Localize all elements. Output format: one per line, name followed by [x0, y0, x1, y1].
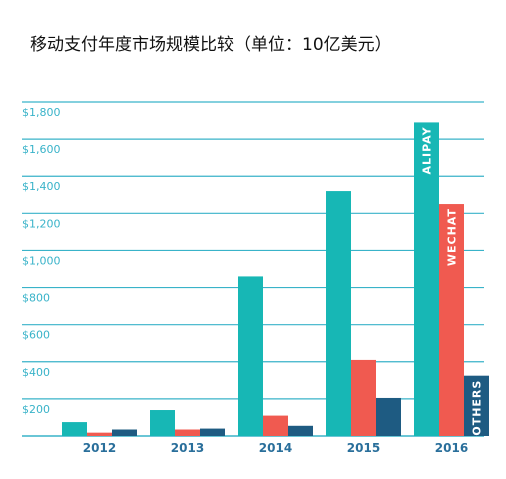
bar-others-2014 [288, 425, 313, 436]
y-tick-label: $1,400 [22, 180, 61, 193]
y-tick-label: $1,000 [22, 254, 61, 267]
series-labels: ALIPAY WECHAT OTHERS [421, 126, 484, 435]
x-tick-label: 2016 [435, 441, 468, 455]
x-axis-ticks: 2012 2013 2014 2015 2016 [83, 441, 468, 455]
bars [62, 122, 489, 437]
series-label-others: OTHERS [471, 380, 484, 436]
bar-alipay-2012 [62, 422, 87, 436]
bar-others-2016 [464, 375, 489, 436]
bar-others-2015 [376, 397, 401, 436]
bar-alipay-2015 [326, 191, 351, 436]
y-tick-label: $1,200 [22, 217, 61, 230]
y-tick-label: $400 [22, 366, 50, 379]
bar-alipay-2013 [150, 410, 175, 436]
chart-title: 移动支付年度市场规模比较（单位：10亿美元） [30, 35, 392, 55]
bar-others-2012 [112, 429, 137, 436]
bar-wechat-2013 [175, 429, 200, 436]
series-label-wechat: WECHAT [446, 208, 459, 266]
x-tick-label: 2015 [347, 441, 380, 455]
bar-alipay-2014 [238, 276, 263, 436]
y-axis-ticks: $200 $400 $600 $800 $1,000 $1,200 $1,400 $1,600… [22, 106, 61, 416]
bar-alipay-2016 [414, 122, 439, 437]
bar-wechat-2014 [263, 415, 288, 436]
x-tick-label: 2014 [259, 441, 292, 455]
y-tick-label: $1,600 [22, 143, 61, 156]
y-tick-label: $600 [22, 329, 50, 342]
x-tick-label: 2013 [171, 441, 204, 455]
series-label-alipay: ALIPAY [421, 126, 434, 174]
bar-others-2013 [200, 428, 225, 436]
x-tick-label: 2012 [83, 441, 116, 455]
y-tick-label: $800 [22, 292, 50, 305]
bar-wechat-2016 [439, 204, 464, 436]
y-tick-label: $1,800 [22, 106, 61, 119]
bar-wechat-2012 [87, 432, 112, 436]
bar-wechat-2015 [351, 359, 376, 436]
y-tick-label: $200 [22, 403, 50, 416]
